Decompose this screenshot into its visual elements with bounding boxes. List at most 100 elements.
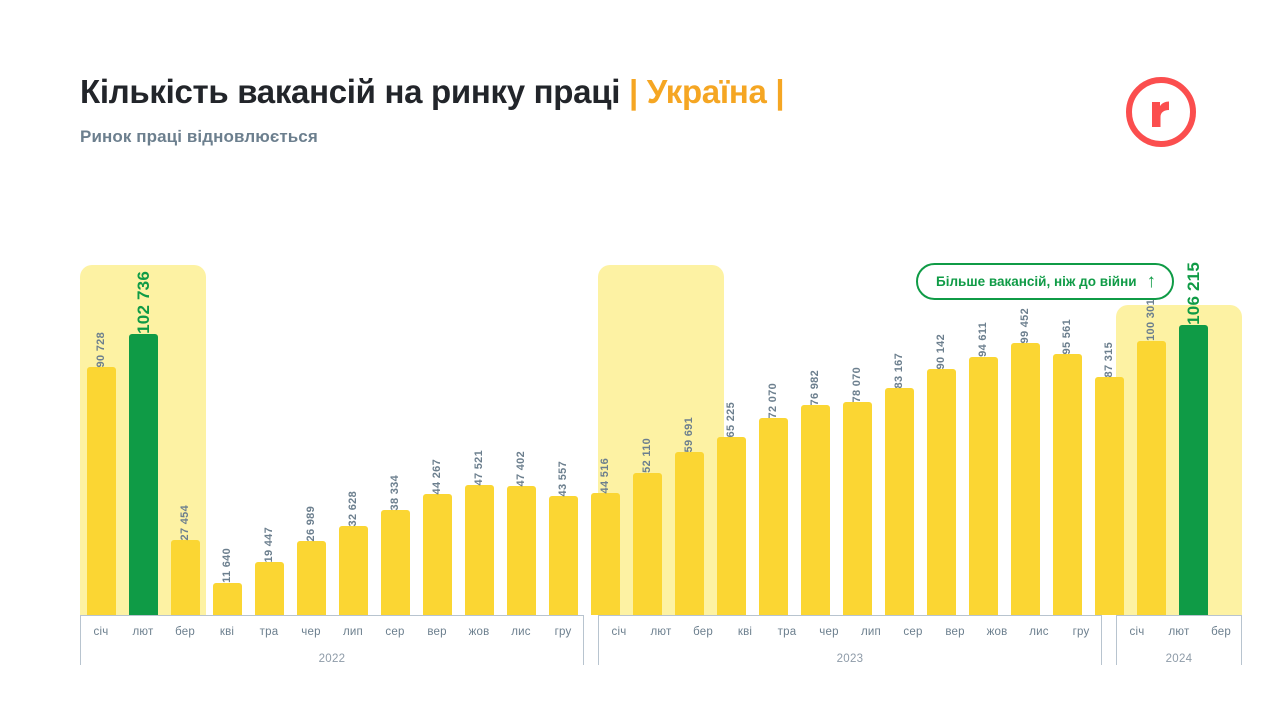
bar[interactable] xyxy=(884,388,914,615)
bar-value-label: 94 611 xyxy=(976,322,989,357)
bar-value-label: 102 736 xyxy=(133,271,153,334)
bar[interactable] xyxy=(590,493,620,615)
bar[interactable] xyxy=(212,583,242,615)
bar-value-label: 90 728 xyxy=(94,331,107,367)
bar-slot[interactable]: 90 728 xyxy=(80,250,122,615)
month-tick-label: кві xyxy=(219,626,235,638)
bar-value-label: 43 557 xyxy=(556,460,569,496)
bar-slot[interactable]: 27 454 xyxy=(164,250,206,615)
month-tick-label: чер xyxy=(819,626,839,638)
bar[interactable] xyxy=(632,473,662,615)
bar[interactable] xyxy=(758,418,788,615)
status-badge: Більше вакансій, ніж до війни ↑ xyxy=(916,263,1175,300)
month-tick-label: сер xyxy=(903,626,923,638)
bar-slot[interactable]: 72 070 xyxy=(752,250,794,615)
bar-slot[interactable]: 52 110 xyxy=(626,250,668,615)
month-tick-label: вер xyxy=(945,626,965,638)
bar[interactable] xyxy=(1052,354,1082,615)
bar[interactable] xyxy=(422,494,452,615)
year-axis-label: 2024 xyxy=(1165,653,1193,665)
month-tick-label: бер xyxy=(1211,626,1231,638)
bar[interactable] xyxy=(1094,377,1124,615)
bar-slot[interactable]: 100 301 xyxy=(1130,250,1172,615)
bar-slot[interactable]: 106 215 xyxy=(1172,250,1214,615)
month-tick-label: гру xyxy=(1072,626,1090,638)
bar[interactable] xyxy=(254,562,284,615)
bar-slot[interactable]: 83 167 xyxy=(878,250,920,615)
bar-slot[interactable]: 95 561 xyxy=(1046,250,1088,615)
bar-slot[interactable]: 26 989 xyxy=(290,250,332,615)
month-tick-label: лют xyxy=(1168,626,1190,638)
bar-value-label: 44 267 xyxy=(430,458,443,494)
axis-bracket xyxy=(1116,615,1242,665)
bar-slot[interactable]: 87 315 xyxy=(1088,250,1130,615)
year-axis-label: 2022 xyxy=(318,653,346,665)
bar[interactable] xyxy=(842,402,872,615)
bar-value-label: 27 454 xyxy=(178,504,191,540)
bar-slot[interactable]: 19 447 xyxy=(248,250,290,615)
bar[interactable] xyxy=(1178,325,1208,615)
bar-value-label: 59 691 xyxy=(682,416,695,452)
bar-value-label: 44 516 xyxy=(598,457,611,493)
page-title: Кількість вакансій на ринку праці | Укра… xyxy=(80,73,785,110)
bar[interactable] xyxy=(86,367,116,615)
bar-value-label: 52 110 xyxy=(640,438,653,473)
bar-slot[interactable]: 94 611 xyxy=(962,250,1004,615)
bar[interactable] xyxy=(548,496,578,615)
bar[interactable] xyxy=(674,452,704,615)
bar-value-label: 83 167 xyxy=(892,352,905,388)
bar[interactable] xyxy=(464,485,494,615)
month-tick-label: тра xyxy=(777,626,797,638)
bar-value-label: 72 070 xyxy=(766,382,779,418)
bar[interactable] xyxy=(170,540,200,615)
bar[interactable] xyxy=(380,510,410,615)
bar[interactable] xyxy=(338,526,368,615)
month-tick-labels: січ лют бер кві тра чер лип сер вер жов лис гру xyxy=(598,615,1102,649)
bar-group-2024: 87 315 100 301 106 215 xyxy=(1088,250,1214,615)
bar-group-2022: 90 728 102 736 27 454 11 640 19 447 26 989 32 … xyxy=(80,250,584,615)
bar-slot[interactable]: 47 402 xyxy=(500,250,542,615)
month-tick-label: бер xyxy=(175,626,195,638)
axis-group-2023: січ лют бер кві тра чер лип сер вер жов лис гру 2023 xyxy=(598,615,1102,680)
bar-slot[interactable]: 59 691 xyxy=(668,250,710,615)
bar-slot[interactable]: 78 070 xyxy=(836,250,878,615)
month-tick-label: лип xyxy=(343,626,363,638)
month-tick-label: сер xyxy=(385,626,405,638)
month-tick-label: чер xyxy=(301,626,321,638)
bar-slot[interactable]: 44 516 xyxy=(584,250,626,615)
bar-slot[interactable]: 43 557 xyxy=(542,250,584,615)
bar[interactable] xyxy=(800,405,830,615)
bar-value-label: 78 070 xyxy=(850,366,863,402)
bar-slot[interactable]: 65 225 xyxy=(710,250,752,615)
month-tick-labels: січ лют бер кві тра чер лип сер вер жов лис гру xyxy=(80,615,584,649)
bar-value-label: 11 640 xyxy=(220,548,233,583)
bar-slot[interactable]: 76 982 xyxy=(794,250,836,615)
bar-slot[interactable]: 32 628 xyxy=(332,250,374,615)
bar[interactable] xyxy=(296,541,326,615)
bar[interactable] xyxy=(128,334,158,615)
bar-slot[interactable]: 38 334 xyxy=(374,250,416,615)
bar-slot[interactable]: 99 452 xyxy=(1004,250,1046,615)
bar-value-label: 47 521 xyxy=(472,449,485,485)
bar[interactable] xyxy=(926,369,956,615)
bar-slot[interactable]: 90 142 xyxy=(920,250,962,615)
bar-slot[interactable]: 11 640 xyxy=(206,250,248,615)
bar-value-label: 26 989 xyxy=(304,505,317,541)
bar[interactable] xyxy=(1010,343,1040,615)
x-axis: січ лют бер кві тра чер лип сер вер жов лис гру 2022… xyxy=(80,615,1242,680)
month-tick-labels: січ лют бер xyxy=(1116,615,1242,649)
bar-group-2023: 44 516 52 110 59 691 65 225 72 070 76 982 78 0… xyxy=(584,250,1088,615)
month-tick-label: лис xyxy=(511,626,531,638)
bar-slot[interactable]: 102 736 xyxy=(122,250,164,615)
bar-value-label: 32 628 xyxy=(346,490,359,526)
month-tick-label: тра xyxy=(259,626,279,638)
year-axis-label: 2023 xyxy=(836,653,864,665)
bar[interactable] xyxy=(1136,341,1166,615)
bar-slot[interactable]: 44 267 xyxy=(416,250,458,615)
bar-slot[interactable]: 47 521 xyxy=(458,250,500,615)
bar[interactable] xyxy=(716,437,746,615)
bar[interactable] xyxy=(968,357,998,615)
bar[interactable] xyxy=(506,486,536,615)
bar-value-label: 106 215 xyxy=(1183,262,1203,325)
